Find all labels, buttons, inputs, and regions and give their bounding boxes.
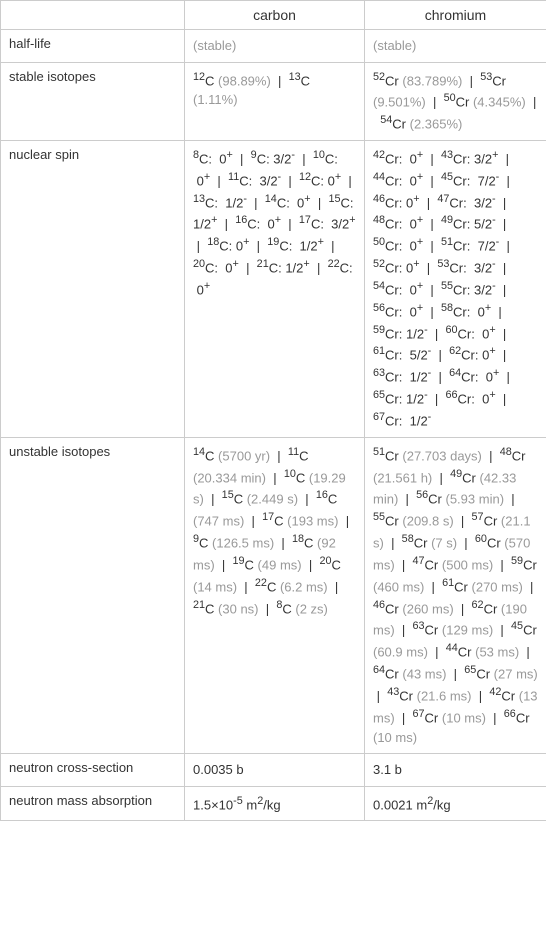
- cell-content: 52Cr (83.789%) | 53Cr (9.501%) | 50Cr (4…: [373, 69, 538, 134]
- cell-content: 42Cr: 0+ | 43Cr: 3/2+ | 44Cr: 0+ | 45Cr:…: [373, 147, 538, 431]
- cell-content: 12C (98.89%) | 13C (1.11%): [193, 69, 356, 110]
- table-body: half-life (stable) (stable) stable isotopes…: [1, 30, 546, 821]
- row-label: stable isotopes: [1, 62, 185, 140]
- cell-chromium: 3.1 b: [365, 754, 546, 787]
- cell-carbon: 8C: 0+ | 9C: 3/2- | 10C: 0+ | 11C: 3/2- …: [185, 140, 365, 437]
- table-row: neutron mass absorption 1.5×10-5 m2/kg 0.0…: [1, 786, 546, 821]
- cell-carbon: 12C (98.89%) | 13C (1.11%): [185, 62, 365, 140]
- cell-content: 0.0035 b: [193, 760, 356, 780]
- cell-content: 8C: 0+ | 9C: 3/2- | 10C: 0+ | 11C: 3/2- …: [193, 147, 356, 300]
- row-label: nuclear spin: [1, 140, 185, 437]
- header-blank: [1, 1, 185, 30]
- cell-chromium: 42Cr: 0+ | 43Cr: 3/2+ | 44Cr: 0+ | 45Cr:…: [365, 140, 546, 437]
- table-row: unstable isotopes14C (5700 yr) | 11C (20…: [1, 437, 546, 753]
- cell-chromium: 51Cr (27.703 days) | 48Cr (21.561 h) | 4…: [365, 437, 546, 753]
- cell-carbon: (stable): [185, 30, 365, 63]
- table-row: nuclear spin8C: 0+ | 9C: 3/2- | 10C: 0+ …: [1, 140, 546, 437]
- cell-carbon: 0.0035 b: [185, 754, 365, 787]
- row-label: neutron cross-section: [1, 754, 185, 787]
- table-row: neutron cross-section 0.0035 b 3.1 b: [1, 754, 546, 787]
- cell-content: 0.0021 m2/kg: [373, 793, 538, 815]
- row-label: half-life: [1, 30, 185, 63]
- cell-content: 1.5×10-5 m2/kg: [193, 793, 356, 815]
- cell-content: (stable): [193, 36, 356, 56]
- cell-chromium: 52Cr (83.789%) | 53Cr (9.501%) | 50Cr (4…: [365, 62, 546, 140]
- row-label: unstable isotopes: [1, 437, 185, 753]
- table-row: half-life (stable) (stable): [1, 30, 546, 63]
- cell-chromium: (stable): [365, 30, 546, 63]
- cell-content: (stable): [373, 36, 538, 56]
- cell-content: 51Cr (27.703 days) | 48Cr (21.561 h) | 4…: [373, 444, 538, 747]
- table-header-row: carbon chromium: [1, 1, 546, 30]
- cell-content: 14C (5700 yr) | 11C (20.334 min) | 10C (…: [193, 444, 356, 619]
- header-chromium: chromium: [365, 1, 546, 30]
- row-label: neutron mass absorption: [1, 786, 185, 821]
- comparison-table: carbon chromium half-life (stable) (stable…: [0, 0, 546, 821]
- cell-carbon: 1.5×10-5 m2/kg: [185, 786, 365, 821]
- cell-carbon: 14C (5700 yr) | 11C (20.334 min) | 10C (…: [185, 437, 365, 753]
- header-carbon: carbon: [185, 1, 365, 30]
- table-row: stable isotopes12C (98.89%) | 13C (1.11%…: [1, 62, 546, 140]
- cell-content: 3.1 b: [373, 760, 538, 780]
- cell-chromium: 0.0021 m2/kg: [365, 786, 546, 821]
